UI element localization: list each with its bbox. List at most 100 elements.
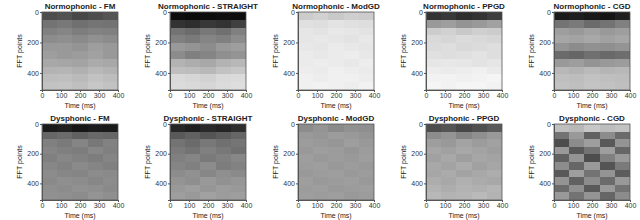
cell: [441, 132, 457, 140]
y-tick-label: 200: [27, 150, 39, 157]
title: Normophonic - ModGD: [292, 2, 380, 11]
cell: [569, 28, 585, 36]
cell: [426, 12, 442, 20]
x-tick-label: 300: [222, 92, 234, 99]
cell: [569, 154, 585, 162]
cell: [569, 147, 585, 155]
x-tick-label: 100: [56, 92, 68, 99]
cell: [42, 20, 58, 28]
cell: [487, 147, 502, 155]
x-axis: 0100200300400: [41, 90, 125, 99]
cell: [200, 192, 216, 200]
cell: [600, 12, 616, 20]
cell: [584, 51, 600, 59]
cell: [42, 74, 58, 82]
y-tick-mark: [168, 183, 170, 184]
cell: [359, 192, 374, 200]
cell: [472, 177, 488, 185]
cell: [216, 192, 232, 200]
x-tick-label: 200: [331, 202, 343, 209]
cell: [328, 12, 344, 20]
x-label: Time (ms): [64, 102, 95, 110]
cell: [615, 67, 630, 75]
y-tick-mark: [552, 73, 554, 74]
x-tick-label: 0: [169, 92, 173, 99]
cell: [615, 35, 630, 43]
cell: [200, 124, 216, 132]
cell: [426, 28, 442, 36]
cell: [88, 170, 104, 178]
y-axis-line: [424, 13, 427, 91]
y-label: FFT points: [400, 34, 408, 68]
title: Normophonic - PPGD: [423, 2, 505, 11]
y-axis-line: [552, 125, 555, 201]
cell: [344, 43, 360, 51]
x-tick: 400: [241, 90, 253, 99]
cell: [170, 170, 186, 178]
cell: [344, 51, 360, 59]
cell: [216, 147, 232, 155]
cell: [57, 185, 73, 193]
y-tick: 400: [411, 70, 426, 77]
cell: [359, 139, 374, 147]
y-tick: 400: [155, 70, 170, 77]
y-tick: 400: [283, 180, 298, 187]
x-tick-label: 400: [241, 202, 253, 209]
cell: [584, 82, 600, 90]
y-tick-mark: [424, 124, 426, 125]
y-tick-label: 0: [35, 121, 39, 128]
cell: [72, 139, 88, 147]
cell: [231, 82, 246, 90]
x-tick-label: 200: [331, 92, 343, 99]
cell: [344, 82, 360, 90]
x-tick-label: 200: [203, 202, 215, 209]
cell: [472, 124, 488, 132]
cell: [231, 170, 246, 178]
cell: [472, 43, 488, 51]
cell: [88, 147, 104, 155]
y-tick: 200: [411, 150, 426, 157]
cell: [42, 43, 58, 51]
x-axis: 0100200300400: [553, 200, 637, 209]
cell: [200, 170, 216, 178]
y-axis: 0200400: [411, 9, 426, 91]
cell: [185, 59, 201, 67]
cell: [170, 147, 186, 155]
cell: [456, 74, 472, 82]
cell: [615, 185, 630, 193]
cell: [42, 67, 58, 75]
cell: [103, 185, 118, 193]
cell: [456, 67, 472, 75]
cell: [72, 185, 88, 193]
panel: 01002003004000200400Normophonic - FMTime…: [16, 2, 124, 110]
cell: [88, 35, 104, 43]
y-tick-mark: [296, 124, 298, 125]
x-tick: 200: [459, 90, 471, 99]
cell: [554, 59, 570, 67]
x-axis: 0100200300400: [297, 200, 381, 209]
cells: [554, 12, 630, 90]
cell: [216, 67, 232, 75]
cell: [42, 35, 58, 43]
y-tick: 0: [547, 121, 554, 128]
y-tick-label: 400: [155, 180, 167, 187]
cell: [216, 82, 232, 90]
cell: [441, 12, 457, 20]
y-tick-mark: [552, 154, 554, 155]
cell: [328, 177, 344, 185]
cell: [600, 177, 616, 185]
cell: [103, 192, 118, 200]
cell: [426, 43, 442, 51]
cell: [600, 51, 616, 59]
cell: [359, 132, 374, 140]
cell: [216, 132, 232, 140]
x-tick: 0: [553, 90, 557, 99]
cell: [472, 170, 488, 178]
y-tick-mark: [40, 183, 42, 184]
cell: [456, 139, 472, 147]
x-tick: 100: [56, 90, 68, 99]
y-axis: 0200400: [27, 121, 42, 201]
cell: [231, 28, 246, 36]
cell: [328, 43, 344, 51]
panel: 01002003004000200400Normophonic - ModGDT…: [272, 2, 380, 110]
